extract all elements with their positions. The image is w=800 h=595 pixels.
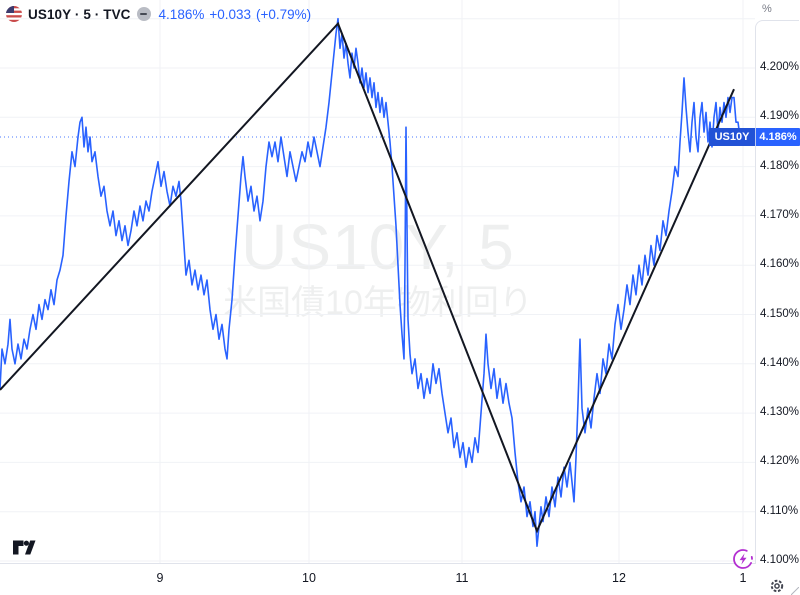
symbol-title[interactable]: US10Y · 5 · TVC	[28, 6, 131, 22]
price-axis-label: 4.100%	[760, 554, 800, 566]
price-axis-label: 4.160%	[760, 258, 800, 271]
price-axis-label: 4.180%	[760, 159, 800, 172]
tradingview-logo[interactable]	[13, 540, 36, 556]
current-price-label: US10Y 4.186%	[709, 128, 800, 147]
price-axis-border	[755, 20, 799, 563]
price-axis-label: 4.120%	[760, 455, 800, 468]
price-axis-label: 4.140%	[760, 356, 800, 369]
time-axis-label: 11	[455, 571, 469, 585]
change-absolute: +0.033	[209, 6, 252, 22]
price-axis-label: 4.130%	[760, 406, 800, 419]
price-axis[interactable]: % 4.200% 4.190% 4.180% 4.170% 4.160% 4.150% 4.…	[755, 0, 800, 566]
symbol-legend: US10Y · 5 · TVC 4.186% +0.033 (+0.79%)	[6, 5, 311, 23]
time-axis-label: 10	[302, 571, 316, 585]
time-axis-label: 9	[156, 571, 164, 585]
time-axis-label: 12	[612, 571, 626, 585]
price-axis-label: 4.150%	[760, 307, 800, 320]
price-axis-label: 4.170%	[760, 208, 800, 221]
price-label-value: 4.186%	[759, 131, 797, 144]
resize-handle[interactable]	[791, 587, 799, 595]
minus-dash	[140, 13, 148, 15]
minus-icon[interactable]	[136, 7, 151, 21]
change-percent: (+0.79%)	[256, 6, 312, 22]
last-price: 4.186%	[158, 6, 205, 22]
lightning-icon[interactable]	[732, 548, 754, 570]
percent-unit-button[interactable]: %	[762, 3, 772, 15]
us-flag-icon	[6, 6, 22, 22]
legend-values: 4.186% +0.033 (+0.79%)	[159, 7, 312, 22]
gear-icon[interactable]	[769, 578, 785, 594]
price-label-symbol: US10Y	[709, 128, 756, 147]
time-axis-label: 1	[739, 571, 747, 585]
price-axis-label: 4.190%	[760, 110, 800, 123]
price-axis-label: 4.110%	[760, 504, 799, 517]
price-chart[interactable]	[0, 0, 756, 563]
time-axis-separator	[0, 563, 756, 564]
time-axis[interactable]: 9 10 11 12 1	[0, 564, 800, 595]
price-axis-label: 4.200%	[760, 61, 800, 73]
